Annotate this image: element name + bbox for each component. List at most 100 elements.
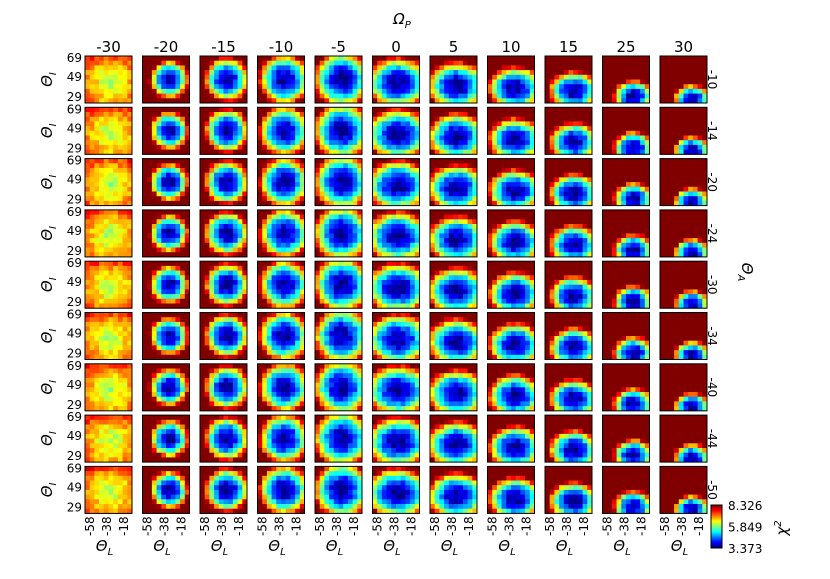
heatmap-cell (99, 336, 105, 342)
heatmap-cell (127, 321, 133, 327)
heatmap-cell (319, 415, 325, 421)
heatmap-cell (357, 424, 363, 430)
heatmap-cell (357, 433, 363, 439)
heatmap-cell (357, 121, 363, 127)
heatmap-cell (218, 396, 224, 402)
panel-frame (257, 414, 305, 463)
heatmap-cell (347, 382, 353, 388)
heatmap-cell (262, 228, 268, 234)
heatmap-cell (262, 177, 268, 183)
heatmap-cell (209, 331, 215, 337)
heatmap-cell (127, 177, 133, 183)
heatmap-cell (357, 340, 363, 346)
heatmap-cell (257, 452, 263, 458)
heatmap-cell (184, 312, 190, 318)
heatmap-cell (161, 158, 167, 164)
heatmap-cell (204, 56, 210, 62)
heatmap-cell (170, 172, 176, 178)
heatmap-cell (204, 121, 210, 127)
heatmap-cell (94, 200, 100, 206)
heatmap-cell (319, 56, 325, 62)
heatmap-cell (103, 182, 109, 188)
heatmap-cell (271, 130, 277, 136)
heatmap-cell (285, 377, 291, 383)
heatmap-cell (94, 419, 100, 425)
heatmap-cell (117, 368, 123, 374)
heatmap-cell (85, 112, 91, 118)
heatmap-cell (209, 406, 215, 412)
heatmap-cell (156, 135, 162, 141)
heatmap-cell (184, 331, 190, 337)
heatmap-cell (127, 466, 133, 472)
heatmap-cell (228, 466, 234, 472)
heatmap-cell (257, 140, 263, 146)
heatmap-cell (295, 377, 301, 383)
heatmap-cell (271, 209, 277, 215)
heatmap-cell (333, 247, 339, 253)
heatmap-cell (338, 186, 344, 192)
heatmap-cell (99, 326, 105, 332)
heatmap-cell (89, 396, 95, 402)
panel-frame (199, 363, 248, 412)
heatmap-cell (352, 196, 358, 202)
heatmap-cell (357, 499, 363, 505)
heatmap-cell (276, 326, 282, 332)
heatmap-cell (319, 448, 325, 454)
heatmap-cell (257, 261, 263, 267)
heatmap-cell (232, 415, 238, 421)
heatmap-cell (391, 60, 397, 66)
heatmap-cell (319, 158, 325, 164)
heatmap-cell (209, 433, 215, 439)
heatmap-cell (281, 382, 287, 388)
heatmap-cell (200, 79, 206, 85)
heatmap-cell (214, 70, 220, 76)
heatmap-cell (338, 168, 344, 174)
heatmap-cell (391, 252, 397, 258)
heatmap-cell (381, 112, 387, 118)
heatmap-cell (319, 270, 325, 276)
heatmap-cell (324, 163, 330, 169)
heatmap-cell (347, 88, 353, 94)
heatmap-cell (161, 377, 167, 383)
heatmap-cell (108, 149, 114, 155)
heatmap-cell (347, 354, 353, 360)
heatmap-cell (127, 182, 133, 188)
heatmap-cell (386, 74, 392, 80)
heatmap-cell (237, 419, 243, 425)
heatmap-cell (166, 298, 172, 304)
heatmap-cell (170, 382, 176, 388)
heatmap-cell (200, 471, 206, 477)
heatmap-cell (127, 471, 133, 477)
heatmap-cell (266, 438, 272, 444)
heatmap-cell (204, 336, 210, 342)
heatmap-cell (295, 214, 301, 220)
heatmap-cell (414, 144, 420, 150)
heatmap-cell (352, 419, 358, 425)
heatmap-cell (108, 238, 114, 244)
heatmap-cell (103, 130, 109, 136)
heatmap-cell (99, 443, 105, 449)
heatmap-cell (142, 475, 148, 481)
heatmap-cell (204, 116, 210, 122)
heatmap-cell (117, 191, 123, 197)
heatmap-cell (386, 79, 392, 85)
heatmap-cell (276, 480, 282, 486)
heatmap-cell (343, 172, 349, 178)
heatmap-cell (142, 135, 148, 141)
heatmap-cell (257, 354, 263, 360)
heatmap-cell (89, 443, 95, 449)
heatmap-cell (99, 209, 105, 215)
heatmap-cell (257, 191, 263, 197)
heatmap-cell (175, 452, 181, 458)
heatmap-cell (200, 84, 206, 90)
heatmap-cell (338, 144, 344, 150)
heatmap-cell (166, 65, 172, 71)
heatmap-cell (324, 373, 330, 379)
heatmap-cell (99, 289, 105, 295)
heatmap-cell (151, 289, 157, 295)
heatmap-cell (228, 196, 234, 202)
heatmap-cell (410, 200, 416, 206)
heatmap-cell (347, 140, 353, 146)
heatmap-cell (381, 140, 387, 146)
heatmap-cell (266, 149, 272, 155)
